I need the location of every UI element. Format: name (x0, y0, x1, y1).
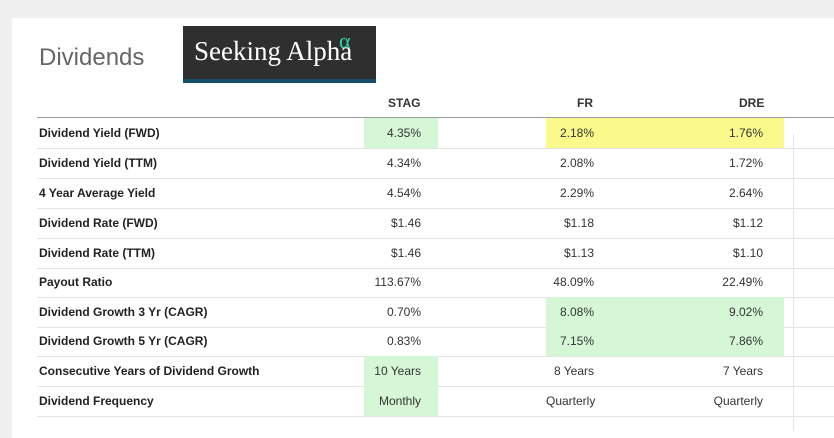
cell-stag: 4.35% (364, 118, 438, 148)
logo-stripe (183, 79, 376, 83)
cell-fr: 2.18% (546, 118, 637, 148)
row-label: Dividend Rate (TTM) (39, 246, 155, 260)
page-title: Dividends (39, 44, 145, 71)
cell-fr: 7.15% (546, 326, 637, 356)
row-label: Dividend Growth 5 Yr (CAGR) (39, 334, 208, 348)
cell-fr: $1.18 (563, 216, 594, 230)
cell-stag: 0.70% (386, 305, 421, 319)
row-label: Consecutive Years of Dividend Growth (39, 364, 260, 378)
cell-dre: 9.02% (637, 297, 784, 327)
cell-stag: 4.54% (386, 186, 421, 200)
cell-fr: Quarterly (546, 394, 596, 408)
alpha-icon: α (339, 28, 351, 53)
table-row: Dividend Growth 5 Yr (CAGR) 0.83% 7.15% … (37, 326, 834, 357)
cell-dre: 2.64% (728, 186, 763, 200)
cell-dre: 7.86% (637, 326, 784, 356)
cell-stag: 10 Years (364, 356, 438, 386)
cell-fr: 2.08% (559, 156, 594, 170)
row-label: Dividend Yield (FWD) (39, 126, 160, 140)
cell-stag: 4.34% (386, 156, 421, 170)
table-row: Dividend Yield (TTM) 4.34% 2.08% 1.72% (37, 148, 834, 179)
cell-stag: Monthly (364, 386, 438, 416)
logo-text: Seeking Alpha (194, 36, 353, 66)
table-row: Dividend Frequency Monthly Quarterly Qua… (37, 386, 834, 417)
table-row: 4 Year Average Yield 4.54% 2.29% 2.64% (37, 178, 834, 209)
column-divider (793, 134, 794, 431)
header-divider (37, 117, 834, 118)
seeking-alpha-logo: Seeking Alpha α (183, 26, 376, 83)
cell-dre: Quarterly (713, 394, 763, 408)
cell-dre: 1.76% (637, 118, 784, 148)
cell-fr: 48.09% (553, 275, 594, 289)
row-label: Dividend Rate (FWD) (39, 216, 158, 230)
row-label: 4 Year Average Yield (39, 186, 156, 200)
row-label: Dividend Frequency (39, 394, 154, 408)
cell-dre: $1.12 (732, 216, 763, 230)
cell-stag: $1.46 (390, 246, 421, 260)
cell-stag: 113.67% (374, 275, 421, 289)
table-row: Dividend Rate (TTM) $1.46 $1.13 $1.10 (37, 238, 834, 269)
cell-fr: $1.13 (563, 246, 594, 260)
cell-dre: 1.72% (728, 156, 763, 170)
cell-stag: 0.83% (386, 334, 421, 348)
row-label: Dividend Yield (TTM) (39, 156, 158, 170)
row-label: Dividend Growth 3 Yr (CAGR) (39, 305, 208, 319)
cell-fr: 8.08% (546, 297, 637, 327)
column-header-fr: FR (577, 96, 593, 110)
column-header-stag: STAG (388, 96, 421, 110)
column-header-dre: DRE (739, 96, 765, 110)
table-row: Dividend Yield (FWD) 4.35% 2.18% 1.76% (37, 118, 834, 149)
cell-stag: $1.46 (390, 216, 421, 230)
cell-fr: 2.29% (559, 186, 594, 200)
cell-fr: 8 Years (553, 364, 594, 378)
cell-dre: $1.10 (732, 246, 763, 260)
table-row: Dividend Growth 3 Yr (CAGR) 0.70% 8.08% … (37, 297, 834, 328)
cell-dre: 22.49% (722, 275, 763, 289)
table-row: Dividend Rate (FWD) $1.46 $1.18 $1.12 (37, 208, 834, 239)
table-row: Payout Ratio 113.67% 48.09% 22.49% (37, 267, 834, 298)
table-row: Consecutive Years of Dividend Growth 10 … (37, 356, 834, 387)
cell-dre: 7 Years (722, 364, 763, 378)
row-label: Payout Ratio (39, 275, 113, 289)
